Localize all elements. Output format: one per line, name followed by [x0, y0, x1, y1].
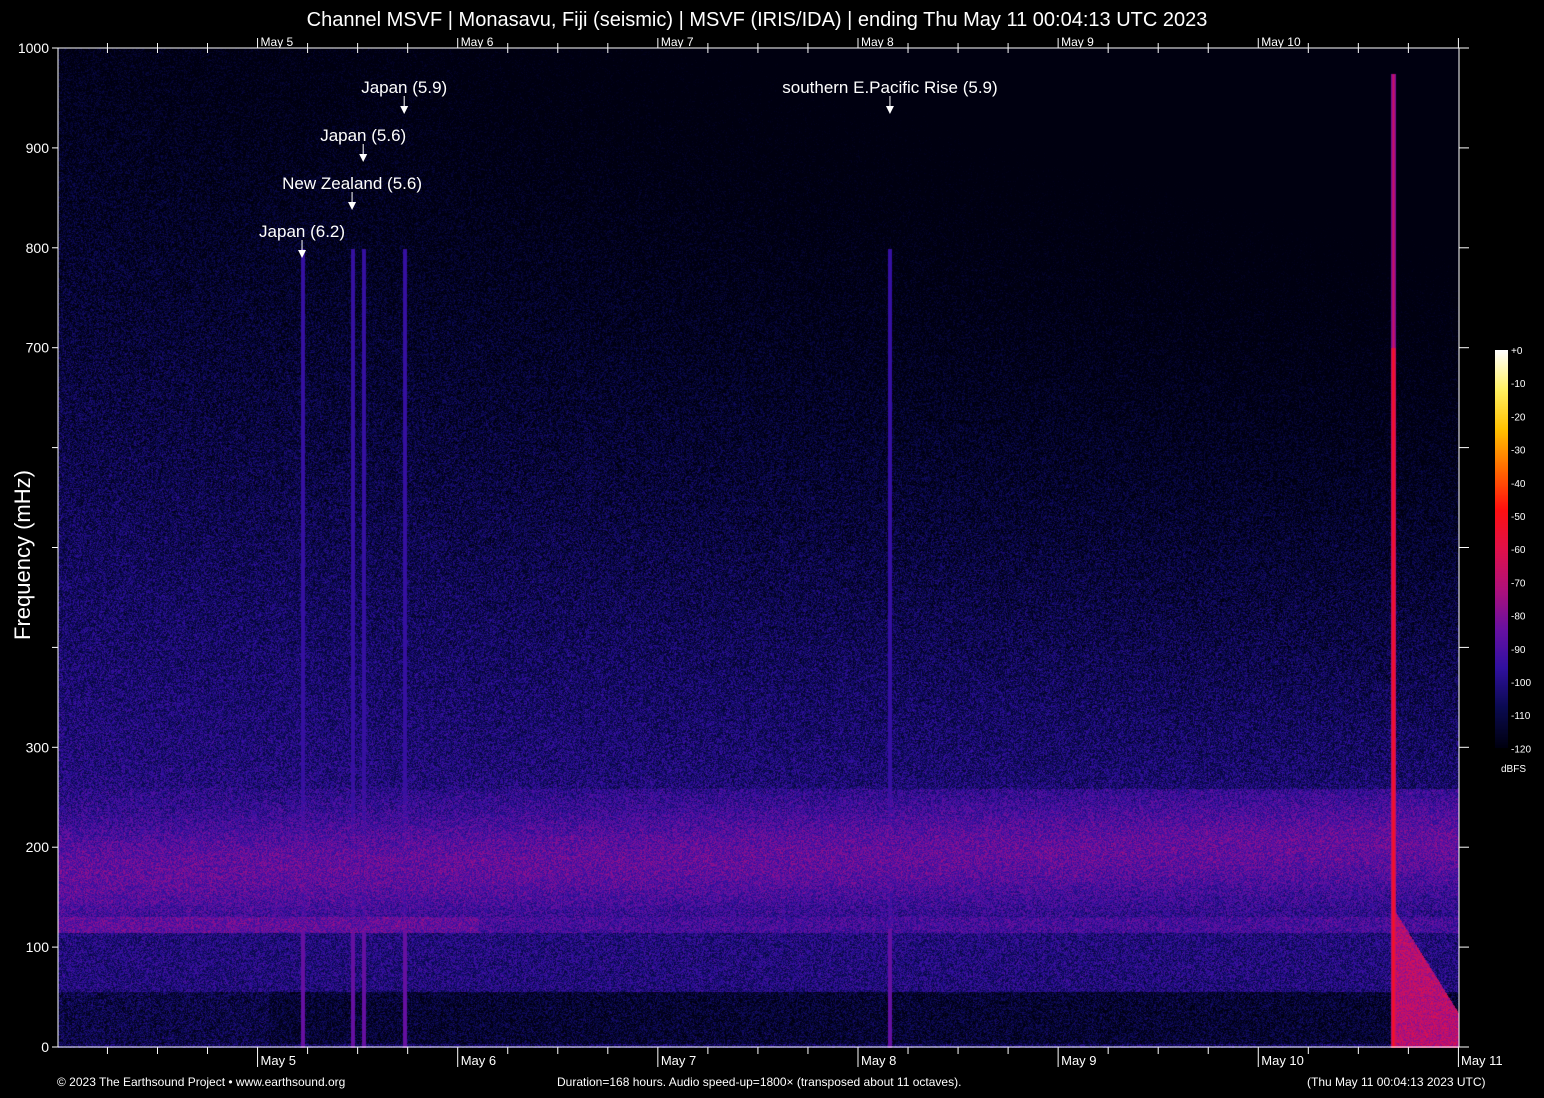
x-tick-label: May 10 [1261, 1053, 1304, 1068]
x-tick-label: May 8 [861, 1053, 896, 1068]
colorbar-tick-label: +0 [1511, 346, 1523, 357]
x-tick-label: May 7 [661, 1053, 696, 1068]
colorbar-tick-label: -100 [1511, 678, 1531, 689]
event-label: Japan (5.9) [361, 78, 447, 97]
copyright-text: © 2023 The Earthsound Project • www.eart… [57, 1075, 345, 1089]
x-end-label: May 11 [1461, 1053, 1503, 1068]
y-tick-label: 300 [26, 739, 50, 755]
colorbar-tick-label: -110 [1511, 711, 1531, 722]
x-tick-label: May 9 [1061, 1053, 1096, 1068]
end-time: (Thu May 11 00:04:13 2023 UTC) [1307, 1075, 1486, 1089]
event-arrow-icon [886, 106, 894, 114]
colorbar-tick-label: -60 [1511, 545, 1526, 556]
x-top-tick-label: May 10 [1261, 35, 1301, 49]
y-tick-label: 1000 [18, 40, 49, 56]
event-arrow-icon [359, 154, 367, 162]
y-tick-label: 0 [41, 1039, 49, 1055]
x-top-tick-label: May 6 [461, 35, 494, 49]
event-label: Japan (5.6) [320, 126, 406, 145]
colorbar-tick-label: -80 [1511, 612, 1526, 623]
event-arrow-icon [348, 202, 356, 210]
colorbar-tick-label: -30 [1511, 446, 1526, 457]
event-label: Japan (6.2) [259, 222, 345, 241]
colorbar-label: dBFS [1501, 764, 1526, 775]
x-top-tick-label: May 5 [261, 35, 294, 49]
x-top-tick-label: May 9 [1061, 35, 1094, 49]
y-tick-label: 800 [26, 240, 50, 256]
colorbar-tick-label: -90 [1511, 645, 1526, 656]
y-tick-label: 900 [26, 140, 50, 156]
event-label: southern E.Pacific Rise (5.9) [782, 78, 997, 97]
colorbar-tick-label: -40 [1511, 479, 1526, 490]
event-arrow-icon [400, 106, 408, 114]
event-arrow-icon [298, 250, 306, 258]
y-tick-label: 200 [26, 839, 50, 855]
colorbar-tick-label: -10 [1511, 379, 1526, 390]
duration-info: Duration=168 hours. Audio speed-up=1800×… [557, 1075, 961, 1089]
colorbar-tick-label: -120 [1511, 744, 1531, 755]
x-top-tick-label: May 8 [861, 35, 894, 49]
x-tick-label: May 5 [261, 1053, 296, 1068]
colorbar [1495, 350, 1508, 748]
y-tick-label: 700 [26, 340, 50, 356]
colorbar-tick-label: -70 [1511, 578, 1526, 589]
y-tick-label: 100 [26, 939, 50, 955]
event-label: New Zealand (5.6) [282, 174, 422, 193]
y-axis-label: Frequency (mHz) [10, 470, 35, 640]
colorbar-tick-label: -20 [1511, 412, 1526, 423]
x-top-tick-label: May 7 [661, 35, 694, 49]
colorbar-tick-label: -50 [1511, 512, 1526, 523]
x-tick-label: May 6 [461, 1053, 496, 1068]
